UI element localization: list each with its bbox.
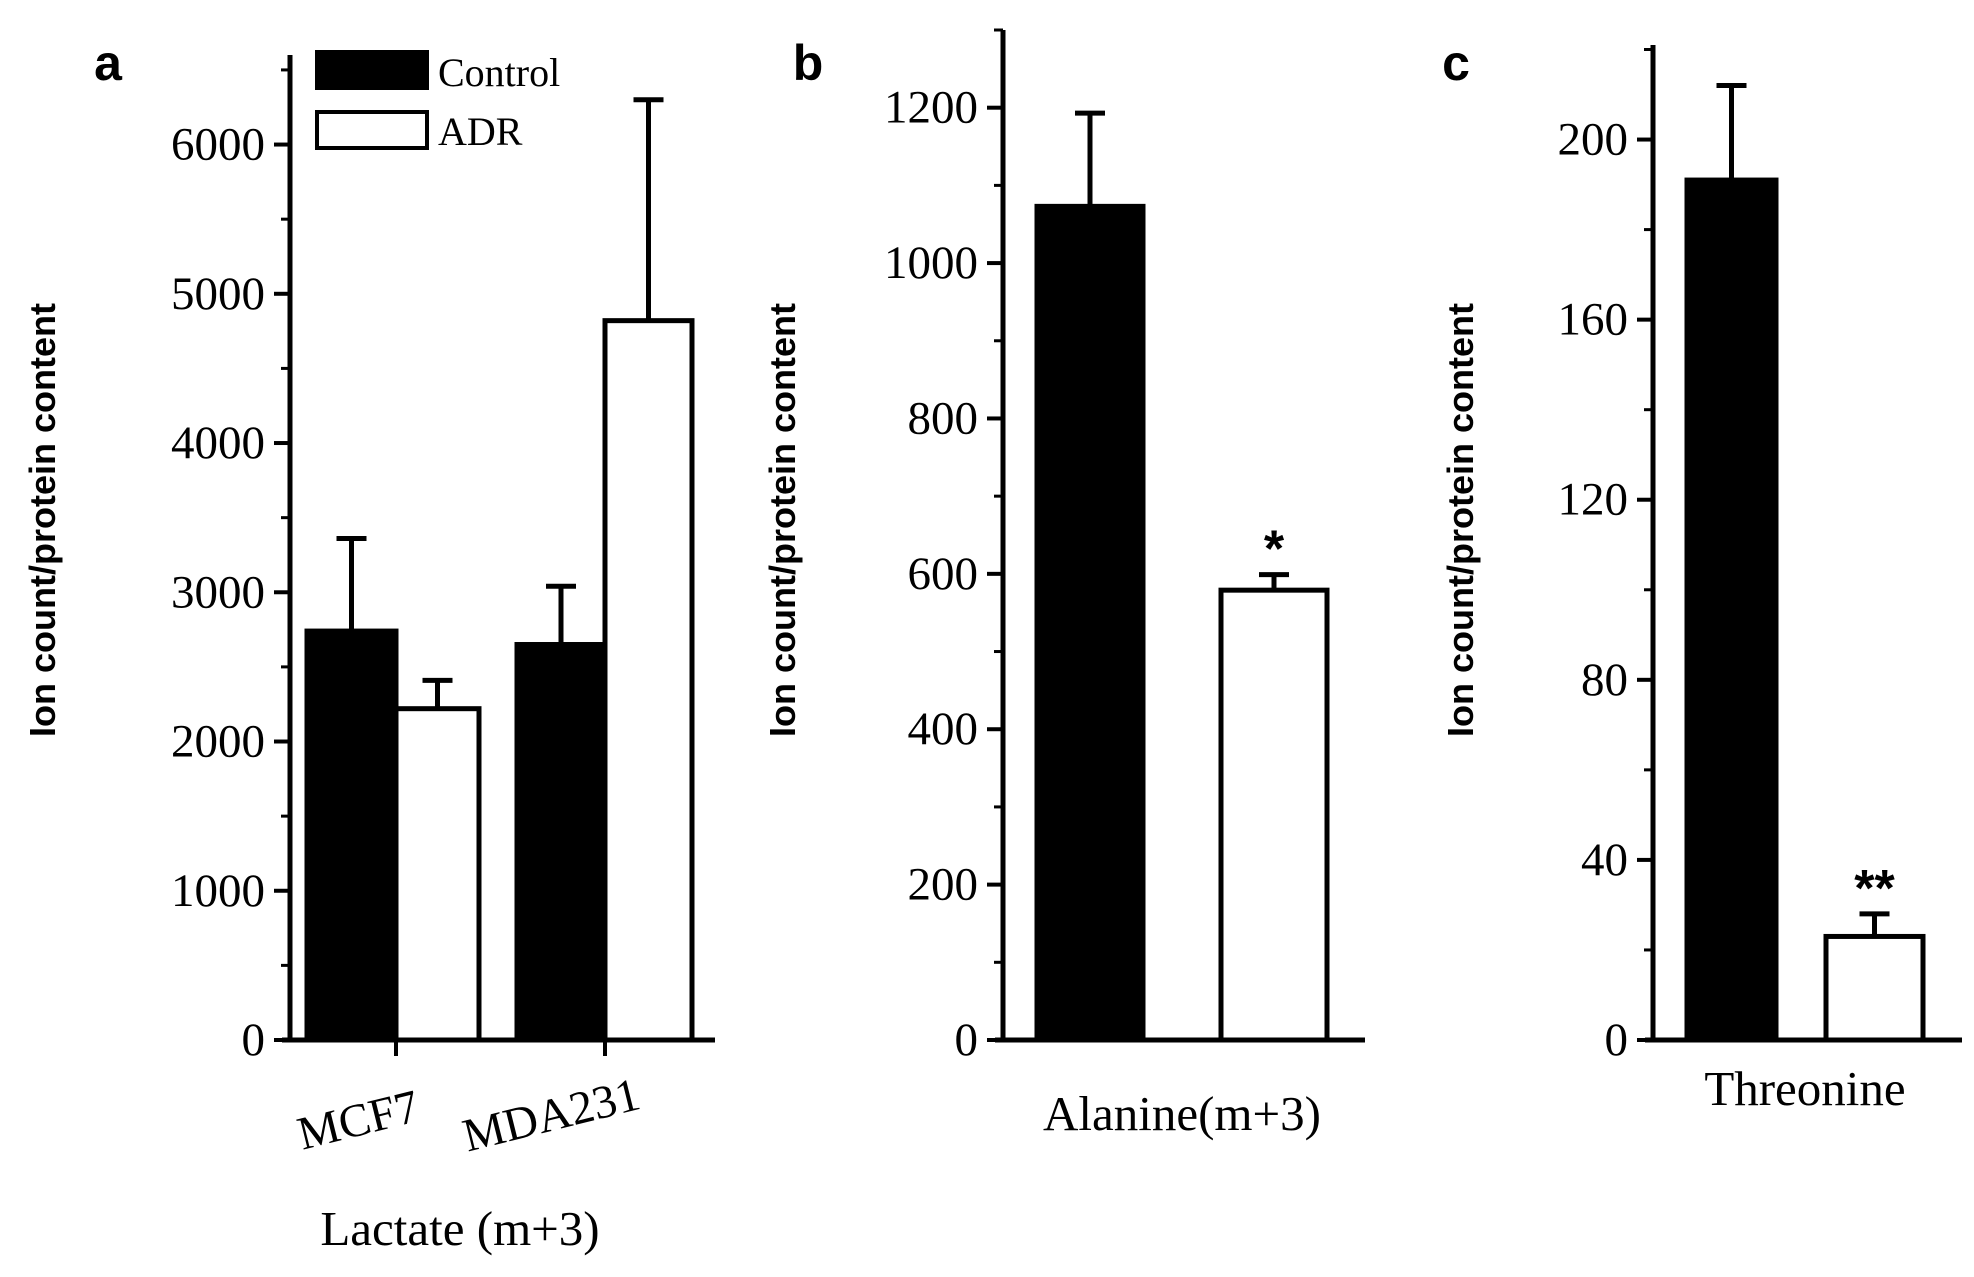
panel-b: b 0 200 400 600 800 1000 1200 Ion count/protein … xyxy=(762,28,1365,1141)
y-tick-label: 80 xyxy=(1581,654,1628,706)
panel-a: a 0 1000 2000 3000 4000 5000 6000 Ion count/prot… xyxy=(22,35,715,1256)
x-axis-label: Alanine(m+3) xyxy=(1043,1086,1321,1141)
panel-label: a xyxy=(94,35,123,91)
y-tick-label: 0 xyxy=(1605,1014,1629,1066)
y-tick-label: 0 xyxy=(955,1014,979,1066)
y-tick-label: 600 xyxy=(908,548,979,600)
panel-c: c 0 40 80 120 160 200 Ion count/protein content… xyxy=(1440,35,1962,1116)
y-tick-label: 1000 xyxy=(171,865,265,917)
panel-label: b xyxy=(793,35,824,91)
y-tick-label: 3000 xyxy=(171,566,265,618)
y-tick-label: 200 xyxy=(908,859,979,911)
y-tick-label: 800 xyxy=(908,392,979,444)
x-tick-label: MCF7 xyxy=(293,1080,425,1160)
y-tick-label: 0 xyxy=(242,1014,266,1066)
y-tick-label: 400 xyxy=(908,703,979,755)
legend-swatch-control xyxy=(315,50,429,90)
legend-label-control: Control xyxy=(438,50,560,95)
bar-adr-mda231 xyxy=(602,318,695,1043)
y-tick-label: 200 xyxy=(1558,114,1629,166)
significance-marker: * xyxy=(1264,521,1285,579)
bar-control xyxy=(1034,203,1146,1043)
y-tick-label: 4000 xyxy=(171,417,265,469)
y-axis-label: Ion count/protein content xyxy=(1440,303,1481,737)
y-tick-label: 120 xyxy=(1558,474,1629,526)
legend-label-adr: ADR xyxy=(438,109,523,154)
y-tick-label: 6000 xyxy=(171,119,265,171)
y-tick-label: 5000 xyxy=(171,268,265,320)
x-axis-label: Threonine xyxy=(1704,1061,1905,1116)
bar-adr xyxy=(1218,587,1330,1043)
y-tick-label: 1200 xyxy=(884,82,978,134)
y-tick-label: 1000 xyxy=(884,237,978,289)
y-axis-label: Ion count/protein content xyxy=(22,303,63,737)
y-tick-label: 2000 xyxy=(171,716,265,768)
bar-adr xyxy=(1823,933,1926,1043)
significance-marker: ** xyxy=(1854,860,1895,918)
x-axis-label: Lactate (m+3) xyxy=(320,1201,599,1256)
panel-label: c xyxy=(1442,35,1470,91)
y-axis-label: Ion count/protein content xyxy=(762,303,803,737)
y-tick-label: 40 xyxy=(1581,834,1628,886)
y-tick-label: 160 xyxy=(1558,294,1629,346)
bar-control-mcf7 xyxy=(304,628,399,1043)
legend-swatch-adr xyxy=(315,110,429,150)
x-tick-label: MDA231 xyxy=(458,1068,645,1162)
bar-adr-mcf7 xyxy=(393,706,482,1043)
bar-control-mda231 xyxy=(514,642,608,1043)
bar-control xyxy=(1684,177,1779,1043)
